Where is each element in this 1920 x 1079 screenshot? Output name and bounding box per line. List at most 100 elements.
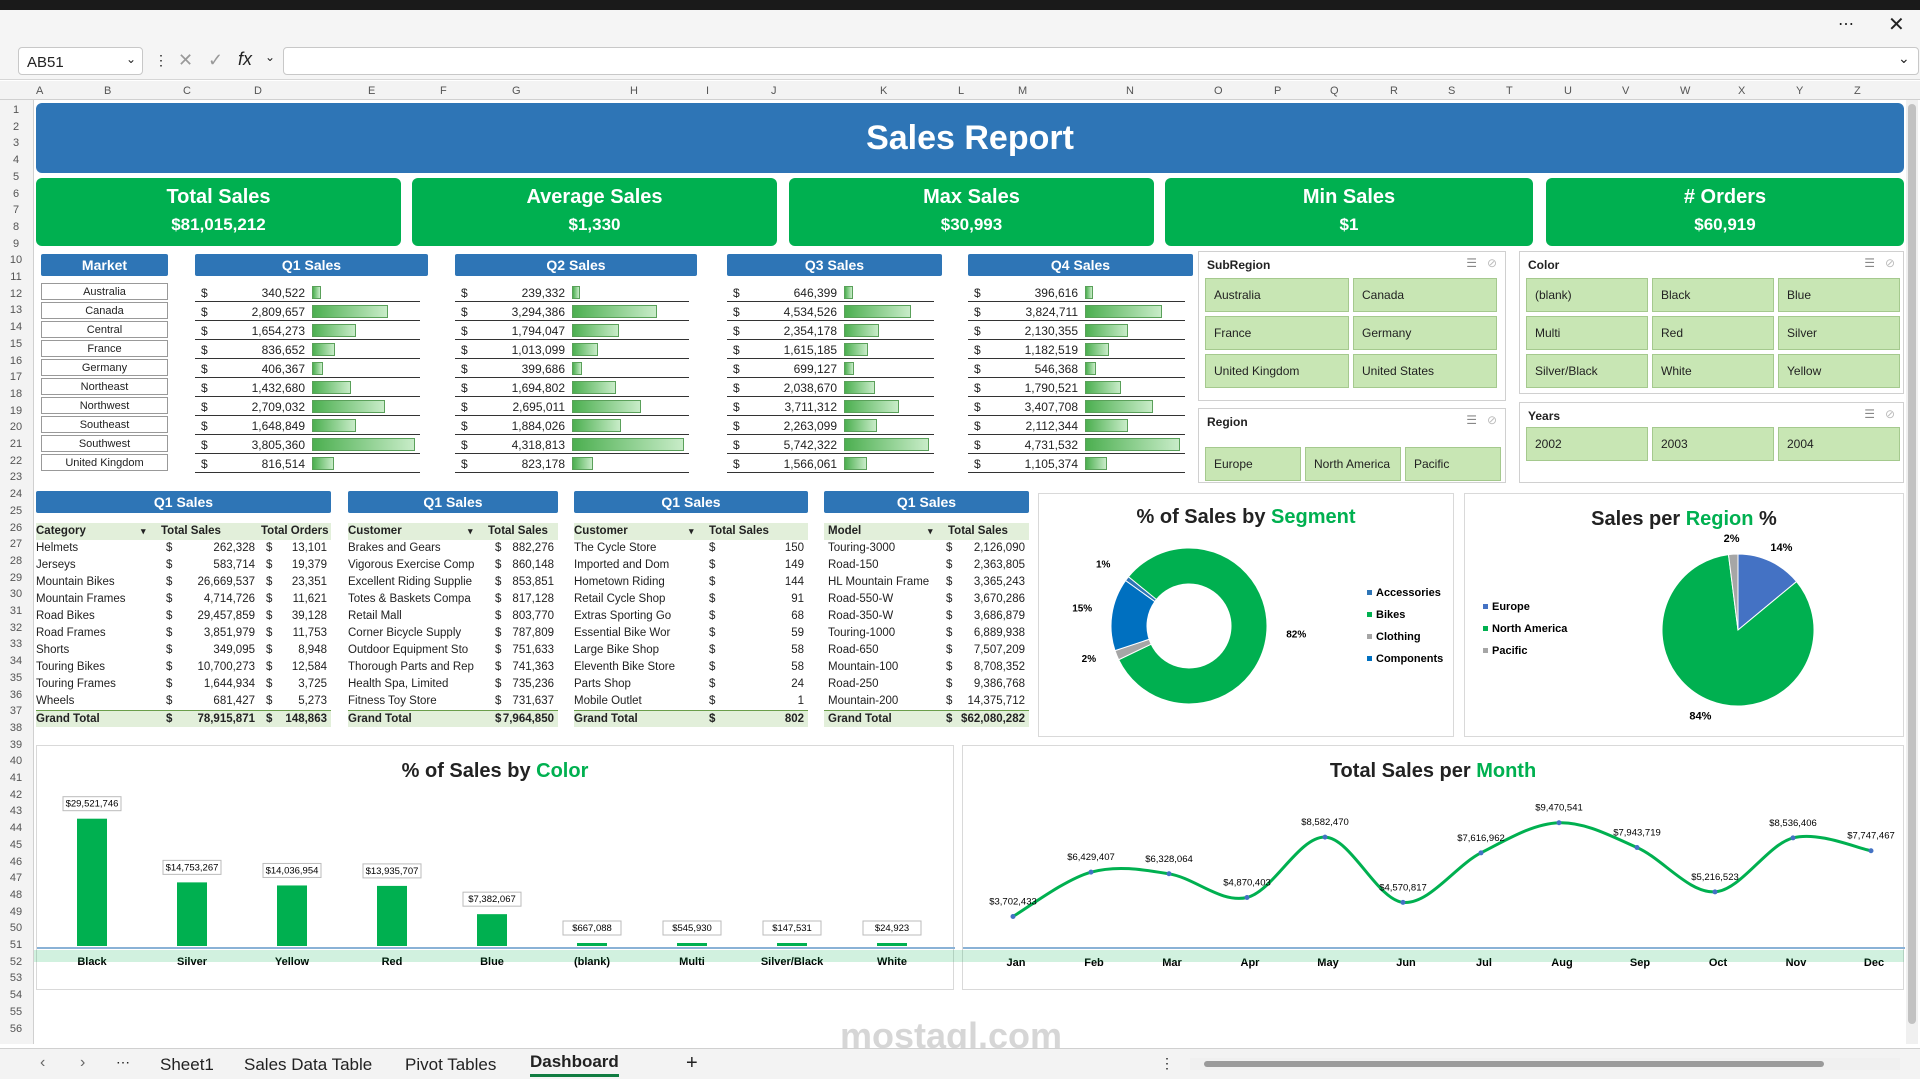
column-header[interactable]: Z xyxy=(1854,85,1861,97)
slicer-button[interactable]: Germany xyxy=(1353,316,1497,350)
column-header[interactable]: Y xyxy=(1796,85,1804,97)
row-header[interactable]: 55 xyxy=(9,1005,23,1018)
column-header[interactable]: K xyxy=(880,85,888,97)
row-header[interactable]: 22 xyxy=(9,454,23,467)
row-header[interactable]: 11 xyxy=(10,271,22,283)
clear-filter-icon[interactable]: ⊘ xyxy=(1884,256,1895,270)
row-header[interactable]: 48 xyxy=(9,888,23,901)
line-point[interactable] xyxy=(1634,845,1640,851)
chevron-down-icon[interactable]: ⌄ xyxy=(265,50,276,64)
line-point[interactable] xyxy=(1478,850,1484,856)
row-header[interactable]: 31 xyxy=(9,605,23,617)
row-header[interactable]: 43 xyxy=(9,805,23,818)
pivot-header-cell[interactable]: Customer xyxy=(574,525,628,537)
multi-select-icon[interactable]: ☰ xyxy=(1864,256,1875,270)
row-header[interactable]: 2 xyxy=(12,120,20,133)
dots-vertical-icon[interactable]: ⋮ xyxy=(1160,1055,1174,1071)
prev-sheet-icon[interactable]: ‹ xyxy=(40,1054,46,1071)
color-bar[interactable] xyxy=(177,882,207,946)
line-point[interactable] xyxy=(1088,869,1094,875)
slicer-button[interactable]: 2002 xyxy=(1526,427,1648,461)
filter-dropdown-icon[interactable]: ▾ xyxy=(689,526,694,536)
slicer-button[interactable]: United States xyxy=(1353,354,1497,388)
slicer-button[interactable]: Europe xyxy=(1205,447,1301,481)
line-point[interactable] xyxy=(1400,899,1406,905)
sheet-tab[interactable]: Pivot Tables xyxy=(405,1055,497,1074)
slicer-button[interactable]: Silver/Black xyxy=(1526,354,1648,388)
row-header[interactable]: 42 xyxy=(9,788,23,801)
pivot-header-cell[interactable]: Customer xyxy=(348,525,402,537)
column-header[interactable]: J xyxy=(771,85,777,97)
formula-input[interactable] xyxy=(283,47,1919,75)
clear-filter-icon[interactable]: ⊘ xyxy=(1486,256,1497,270)
slicer-button[interactable]: France xyxy=(1205,316,1349,350)
row-header[interactable]: 41 xyxy=(9,772,23,784)
color-bar[interactable] xyxy=(777,943,807,946)
column-header[interactable]: U xyxy=(1564,85,1572,97)
color-bar[interactable] xyxy=(577,943,607,946)
row-header[interactable]: 24 xyxy=(9,488,23,501)
donut-slice[interactable] xyxy=(1118,547,1268,705)
pivot-table[interactable]: Model Total Sales ▾ Touring-3000 2,126,090 $ R… xyxy=(824,523,1029,743)
color-bar[interactable] xyxy=(77,818,107,946)
row-header[interactable]: 4 xyxy=(12,154,20,167)
row-header[interactable]: 44 xyxy=(9,822,23,835)
donut-slice[interactable] xyxy=(1110,579,1156,652)
row-header[interactable]: 10 xyxy=(9,254,23,267)
enter-icon[interactable]: ✓ xyxy=(208,50,224,70)
column-header[interactable]: I xyxy=(706,85,710,97)
row-header[interactable]: 33 xyxy=(9,638,23,651)
row-header[interactable]: 56 xyxy=(9,1022,23,1035)
column-header[interactable]: B xyxy=(104,85,112,97)
segment-chart[interactable]: % of Sales by Segment 1% 82% 2% 15% Accessor… xyxy=(1038,493,1454,737)
column-header[interactable]: Q xyxy=(1330,85,1339,97)
column-header[interactable]: F xyxy=(440,85,447,97)
column-header[interactable]: R xyxy=(1390,85,1398,97)
color-bar[interactable] xyxy=(277,885,307,946)
pie-slice[interactable] xyxy=(1737,553,1798,632)
hscroll-thumb[interactable] xyxy=(1204,1061,1824,1067)
row-header[interactable]: 37 xyxy=(9,705,23,718)
multi-select-icon[interactable]: ☰ xyxy=(1466,256,1477,270)
scroll-thumb[interactable] xyxy=(1908,104,1916,1024)
name-box[interactable]: AB51 ⌄ xyxy=(18,47,143,75)
column-header[interactable]: N xyxy=(1126,85,1134,97)
row-header[interactable]: 23 xyxy=(9,471,23,484)
row-header[interactable]: 19 xyxy=(9,404,23,417)
row-header[interactable]: 1 xyxy=(12,104,20,116)
row-header[interactable]: 5 xyxy=(12,170,20,183)
row-header[interactable]: 16 xyxy=(9,354,23,367)
color-bar[interactable] xyxy=(877,943,907,946)
pie-slice[interactable] xyxy=(1727,553,1739,631)
column-header[interactable]: M xyxy=(1018,85,1028,97)
pivot-header-cell[interactable]: Category xyxy=(36,525,86,537)
line-point[interactable] xyxy=(1556,820,1562,826)
close-icon[interactable]: ✕ xyxy=(1888,14,1905,36)
region-chart[interactable]: Sales per Region % 14% 84% 2% Europe North A… xyxy=(1464,493,1904,737)
line-point[interactable] xyxy=(1790,835,1796,841)
sheet-tab[interactable]: Sales Data Table xyxy=(244,1055,373,1074)
line-point[interactable] xyxy=(1322,834,1328,840)
slicer-region[interactable]: Region ☰ ⊘ Europe North America Pacific xyxy=(1198,408,1506,483)
color-bar[interactable] xyxy=(477,914,507,946)
pivot-table[interactable]: Category Total Sales Total Orders ▾ Helmets 2… xyxy=(36,523,331,733)
row-header[interactable]: 36 xyxy=(9,688,23,701)
multi-select-icon[interactable]: ☰ xyxy=(1864,407,1875,421)
slicer-years[interactable]: Years ☰ ⊘ 2002 2003 2004 xyxy=(1519,402,1904,483)
row-header[interactable]: 3 xyxy=(12,137,20,150)
slicer-button[interactable]: 2004 xyxy=(1778,427,1900,461)
multi-select-icon[interactable]: ☰ xyxy=(1466,413,1477,427)
add-sheet-icon[interactable]: + xyxy=(686,1052,698,1074)
slicer-button[interactable]: 2003 xyxy=(1652,427,1774,461)
line-point[interactable] xyxy=(1010,913,1016,919)
clear-filter-icon[interactable]: ⊘ xyxy=(1486,413,1497,427)
slicer-color[interactable]: Color ☰ ⊘ (blank) Black Blue Multi Red Silver Sil… xyxy=(1519,251,1904,394)
row-header[interactable]: 32 xyxy=(9,621,23,634)
column-header[interactable]: P xyxy=(1274,85,1282,97)
row-header[interactable]: 12 xyxy=(9,287,23,300)
row-header[interactable]: 6 xyxy=(12,187,20,200)
vertical-scrollbar[interactable] xyxy=(1906,100,1918,1044)
column-header[interactable]: S xyxy=(1448,85,1456,97)
more-options-icon[interactable]: ⋯ xyxy=(1838,16,1854,33)
row-header[interactable]: 35 xyxy=(9,671,23,684)
